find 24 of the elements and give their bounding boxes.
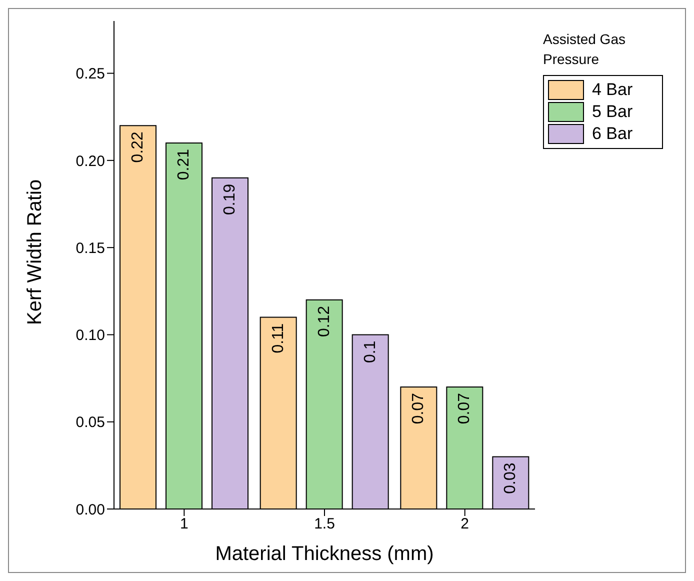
legend-label: 4 Bar: [592, 80, 633, 100]
y-tick-label: 0.15: [76, 240, 105, 257]
y-axis-title: Kerf Width Ratio: [24, 179, 46, 325]
y-tick-label: 0.20: [76, 152, 105, 170]
legend-label: 5 Bar: [592, 102, 633, 122]
data-label: 0.03: [502, 462, 520, 494]
data-label: 0.1: [362, 340, 379, 363]
y-tick-label: 0.00: [76, 501, 105, 518]
data-label: 0.22: [130, 131, 146, 163]
y-tick-label: 0.25: [76, 66, 105, 83]
legend-title: Assisted Gas Pressure: [543, 30, 626, 69]
data-label: 0.07: [410, 392, 428, 424]
x-axis-title: Material Thickness (mm): [215, 543, 434, 565]
x-tick-label: 1.5: [314, 516, 335, 533]
x-tick-label: 1: [180, 516, 188, 533]
data-label: 0.11: [270, 323, 287, 354]
data-label: 0.12: [316, 306, 333, 337]
x-tick-label: 2: [460, 516, 470, 533]
data-label: 0.19: [222, 184, 238, 215]
legend-label: 6 Bar: [592, 124, 633, 144]
y-tick-label: 0.05: [76, 414, 105, 432]
data-label: 0.21: [176, 148, 192, 180]
data-label: 0.07: [456, 392, 474, 424]
y-tick-label: 0.10: [76, 327, 105, 344]
